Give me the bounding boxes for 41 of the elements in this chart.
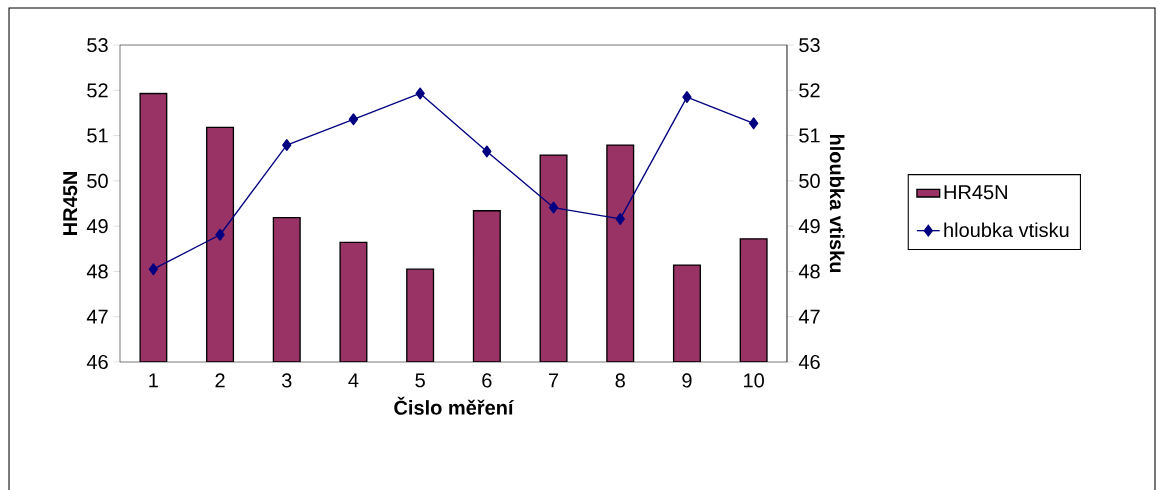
x-tick-label: 9: [682, 373, 692, 388]
x-tick-label: 3: [281, 373, 292, 388]
y2-tick-label: 46: [798, 354, 820, 370]
point: [348, 113, 359, 126]
y-tick-label: 51: [87, 128, 108, 143]
point: [148, 263, 159, 276]
y-axis-title: HR45N: [63, 172, 78, 235]
y2-tick-label: 52: [799, 83, 820, 98]
point: [482, 145, 492, 158]
y-tick-label: 52: [87, 83, 108, 98]
x-tick-label: 10: [744, 373, 764, 388]
point: [215, 228, 225, 241]
point: [548, 201, 559, 214]
y2-tick-label: 48: [798, 264, 820, 279]
x-tick-label: 2: [215, 373, 225, 388]
y-tick-label: 48: [86, 264, 108, 279]
x-tick-label: 6: [482, 373, 492, 388]
point: [748, 117, 759, 130]
y-tick-label: 47: [86, 309, 108, 324]
x-tick-label: 8: [615, 373, 625, 388]
legend-label: HR45N: [944, 185, 1007, 200]
point: [615, 212, 625, 225]
y-tick-label: 46: [86, 354, 108, 370]
legend-label: hloubka vtisku: [944, 222, 1069, 238]
y2-tick-label: 47: [798, 309, 820, 324]
y2-tick-label: 53: [799, 37, 820, 53]
x-axis-title: Čislo měření: [394, 396, 515, 415]
y2-axis-title: hloubka vtisku: [829, 134, 845, 273]
y-tick-label: 53: [87, 37, 108, 53]
point: [415, 87, 425, 100]
x-tick-label: 7: [549, 373, 559, 388]
y2-tick-label: 50: [799, 173, 820, 188]
y-tick-label: 49: [86, 219, 108, 234]
y2-tick-label: 49: [798, 219, 820, 234]
x-tick-label: 5: [415, 373, 425, 388]
y-tick-label: 50: [87, 173, 108, 188]
x-tick-label: 4: [348, 373, 359, 388]
x-tick-label: 1: [149, 373, 158, 388]
point: [682, 91, 692, 104]
y2-tick-label: 51: [799, 128, 820, 143]
point: [282, 139, 292, 152]
